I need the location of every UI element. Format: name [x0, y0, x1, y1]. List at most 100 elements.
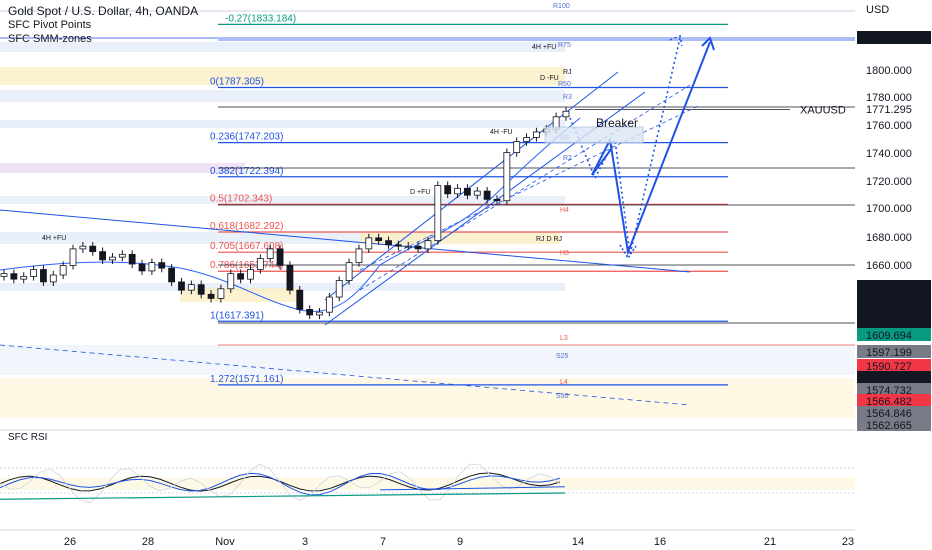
price-tag-bg — [857, 328, 931, 341]
time-tick-label: 14 — [572, 536, 584, 548]
pivot-label: S50 — [556, 393, 569, 400]
candle-body — [473, 190, 481, 196]
candle-body — [444, 185, 452, 195]
candle-body — [168, 267, 176, 283]
fib-and-pivot-lines: -0.27(1833.184) 0(1787.305) 0.236(1747.203… — [0, 3, 855, 400]
candle-body — [217, 288, 225, 299]
time-tick-label: 9 — [457, 536, 463, 548]
rsi-mid-zone — [0, 477, 855, 490]
candle-body — [207, 293, 215, 299]
candle-body — [118, 253, 126, 258]
rsi-title[interactable]: SFC RSI — [8, 432, 48, 443]
channel-mid-line — [359, 84, 691, 291]
time-tick-label: 7 — [380, 536, 386, 548]
candle-body — [99, 251, 106, 261]
price-tag-label: 1771.295 — [866, 104, 912, 116]
zone-tag: D +FU — [410, 189, 430, 196]
price-tag-label: 1590.727 — [866, 361, 912, 373]
candle-body — [79, 245, 87, 250]
candle-body — [414, 245, 422, 250]
pivot-label: R100 — [553, 3, 570, 10]
price-axis-bg — [855, 0, 932, 550]
smm-zone — [0, 232, 440, 244]
downtrend-line — [0, 209, 691, 273]
candle-body — [385, 240, 392, 246]
candle-body — [562, 110, 570, 118]
price-tag-label: 1660.000 — [866, 260, 912, 272]
moving-average-curve — [0, 117, 581, 312]
candle-body — [89, 245, 97, 253]
time-tick-label: Nov — [215, 536, 235, 548]
smm-zone — [0, 120, 565, 128]
symbol-title[interactable]: Gold Spot / U.S. Dollar, 4h, OANDA — [8, 4, 199, 18]
smm-zone — [0, 90, 565, 102]
price-tag-label: 1643.648 — [866, 293, 912, 305]
dotted-arrow-head-top — [669, 34, 683, 47]
candle-body — [138, 263, 146, 272]
price-tag-bg — [857, 359, 931, 372]
candle-body — [69, 248, 77, 266]
indicator-pivot-points[interactable]: SFC Pivot Points — [8, 19, 92, 31]
time-axis[interactable]: 26 28 Nov 3 7 9 14 16 21 23 — [0, 529, 855, 548]
time-tick-label: 26 — [64, 536, 76, 548]
indicator-smm-zones[interactable]: SFC SMM-zones — [8, 33, 92, 45]
channel-mid-line-2 — [359, 104, 701, 271]
zone-tag: D -FU — [540, 75, 559, 82]
price-tag-label: 1822.709 — [866, 33, 912, 45]
candle-body — [424, 240, 432, 250]
pivot-label: S25 — [556, 353, 569, 360]
candle-body — [464, 187, 471, 196]
candle-body — [10, 273, 18, 280]
fib-label: 0.618(1682.292) — [210, 221, 283, 232]
fib-label: 0.382(1722.394) — [210, 166, 283, 177]
candle-body — [59, 264, 67, 276]
smm-zone — [0, 42, 565, 52]
candle-body — [20, 275, 28, 280]
candle-body — [148, 262, 156, 272]
candle-body — [345, 262, 353, 281]
dotted-arrow-head-bottom — [619, 244, 637, 260]
candle-body — [365, 237, 373, 250]
zone-tag: RJ — [563, 69, 572, 76]
price-tag-label: 1566.482 — [866, 396, 912, 408]
fib-label: -0.27(1833.184) — [225, 13, 296, 24]
fib-label: 1.272(1571.161) — [210, 374, 283, 385]
candle-body — [128, 253, 136, 265]
smm-zone — [0, 345, 855, 375]
rsi-pane: 120.00080.00040.0000.000 — [0, 429, 908, 525]
candle-body — [296, 289, 304, 310]
rsi-line — [0, 472, 561, 492]
candle-body — [375, 237, 383, 242]
price-tag-bg — [857, 31, 931, 44]
candle-body — [523, 137, 530, 142]
price-tag-bg — [857, 371, 931, 384]
candle-body — [197, 284, 205, 295]
pivot-label: R75 — [558, 42, 571, 49]
candle-body — [256, 258, 264, 270]
candle-body — [276, 248, 284, 266]
price-tag-bg — [857, 406, 931, 419]
time-tick-label: 28 — [142, 536, 154, 548]
smm-zone — [0, 378, 855, 418]
pivot-label: L3 — [560, 335, 568, 342]
fib-label: 0.705(1667.608) — [210, 241, 283, 252]
rsi-ma-line — [379, 486, 566, 491]
price-tag-label: 1597.199 — [866, 347, 912, 359]
price-tag-label: 1564.846 — [866, 408, 912, 420]
candle-body — [434, 185, 442, 242]
price-tag-bg — [857, 303, 931, 316]
candlesticks — [0, 107, 570, 320]
pivot-label: R2 — [563, 155, 572, 162]
pivot-label: H3 — [560, 250, 569, 257]
smm-zone — [0, 196, 565, 204]
candle-body — [454, 187, 461, 195]
smm-zones — [0, 42, 855, 418]
time-tick-label: 23 — [842, 536, 854, 548]
candle-body — [49, 274, 57, 283]
price-tag-label: 1780.000 — [866, 92, 912, 104]
candle-body — [178, 281, 185, 291]
candle-body — [493, 198, 501, 202]
price-tag-label: 1740.000 — [866, 148, 912, 160]
